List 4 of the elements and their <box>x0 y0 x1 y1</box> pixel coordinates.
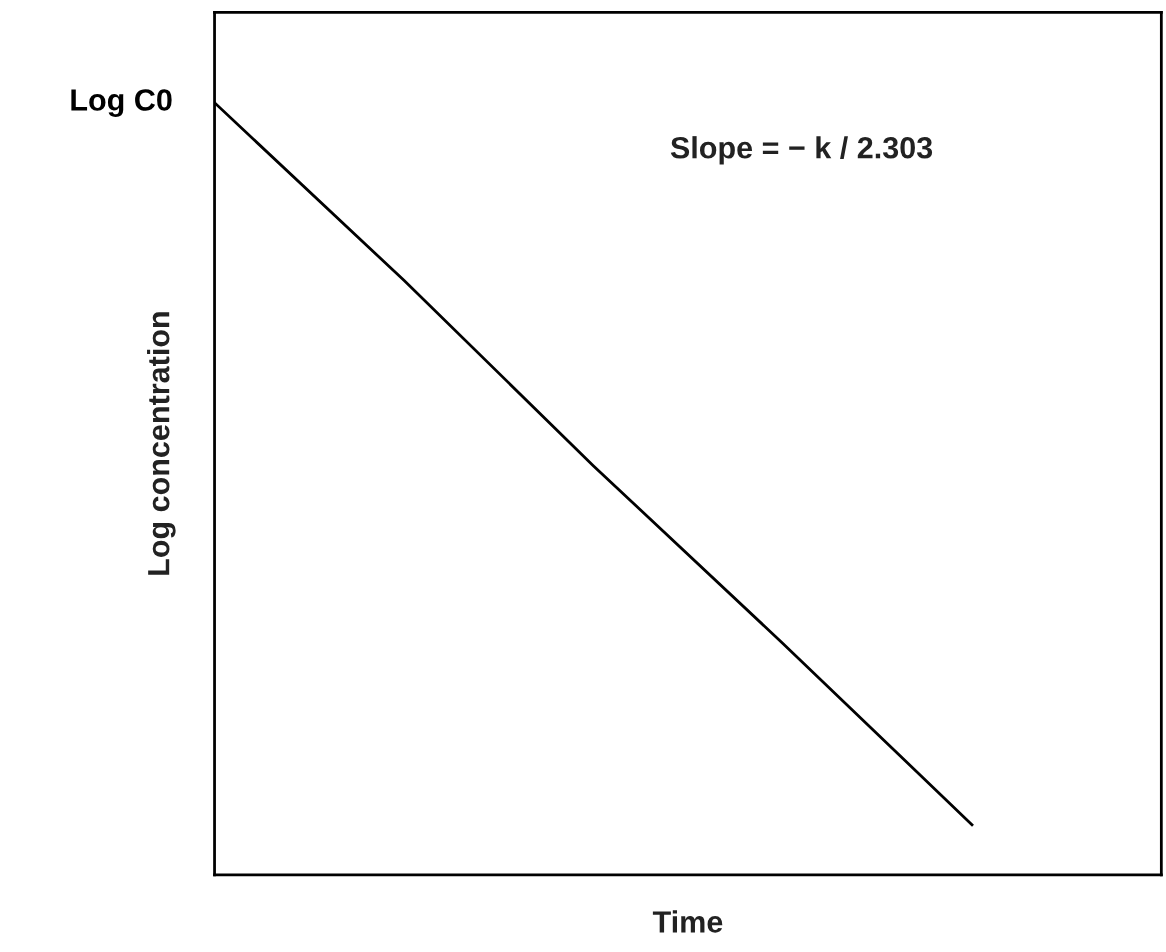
x-axis-title: Time <box>652 910 723 933</box>
y-axis-title: Log concentration <box>147 312 176 575</box>
annotation: Slope = − k / 2.303 <box>670 136 933 165</box>
text: Log C0 <box>71 89 172 117</box>
